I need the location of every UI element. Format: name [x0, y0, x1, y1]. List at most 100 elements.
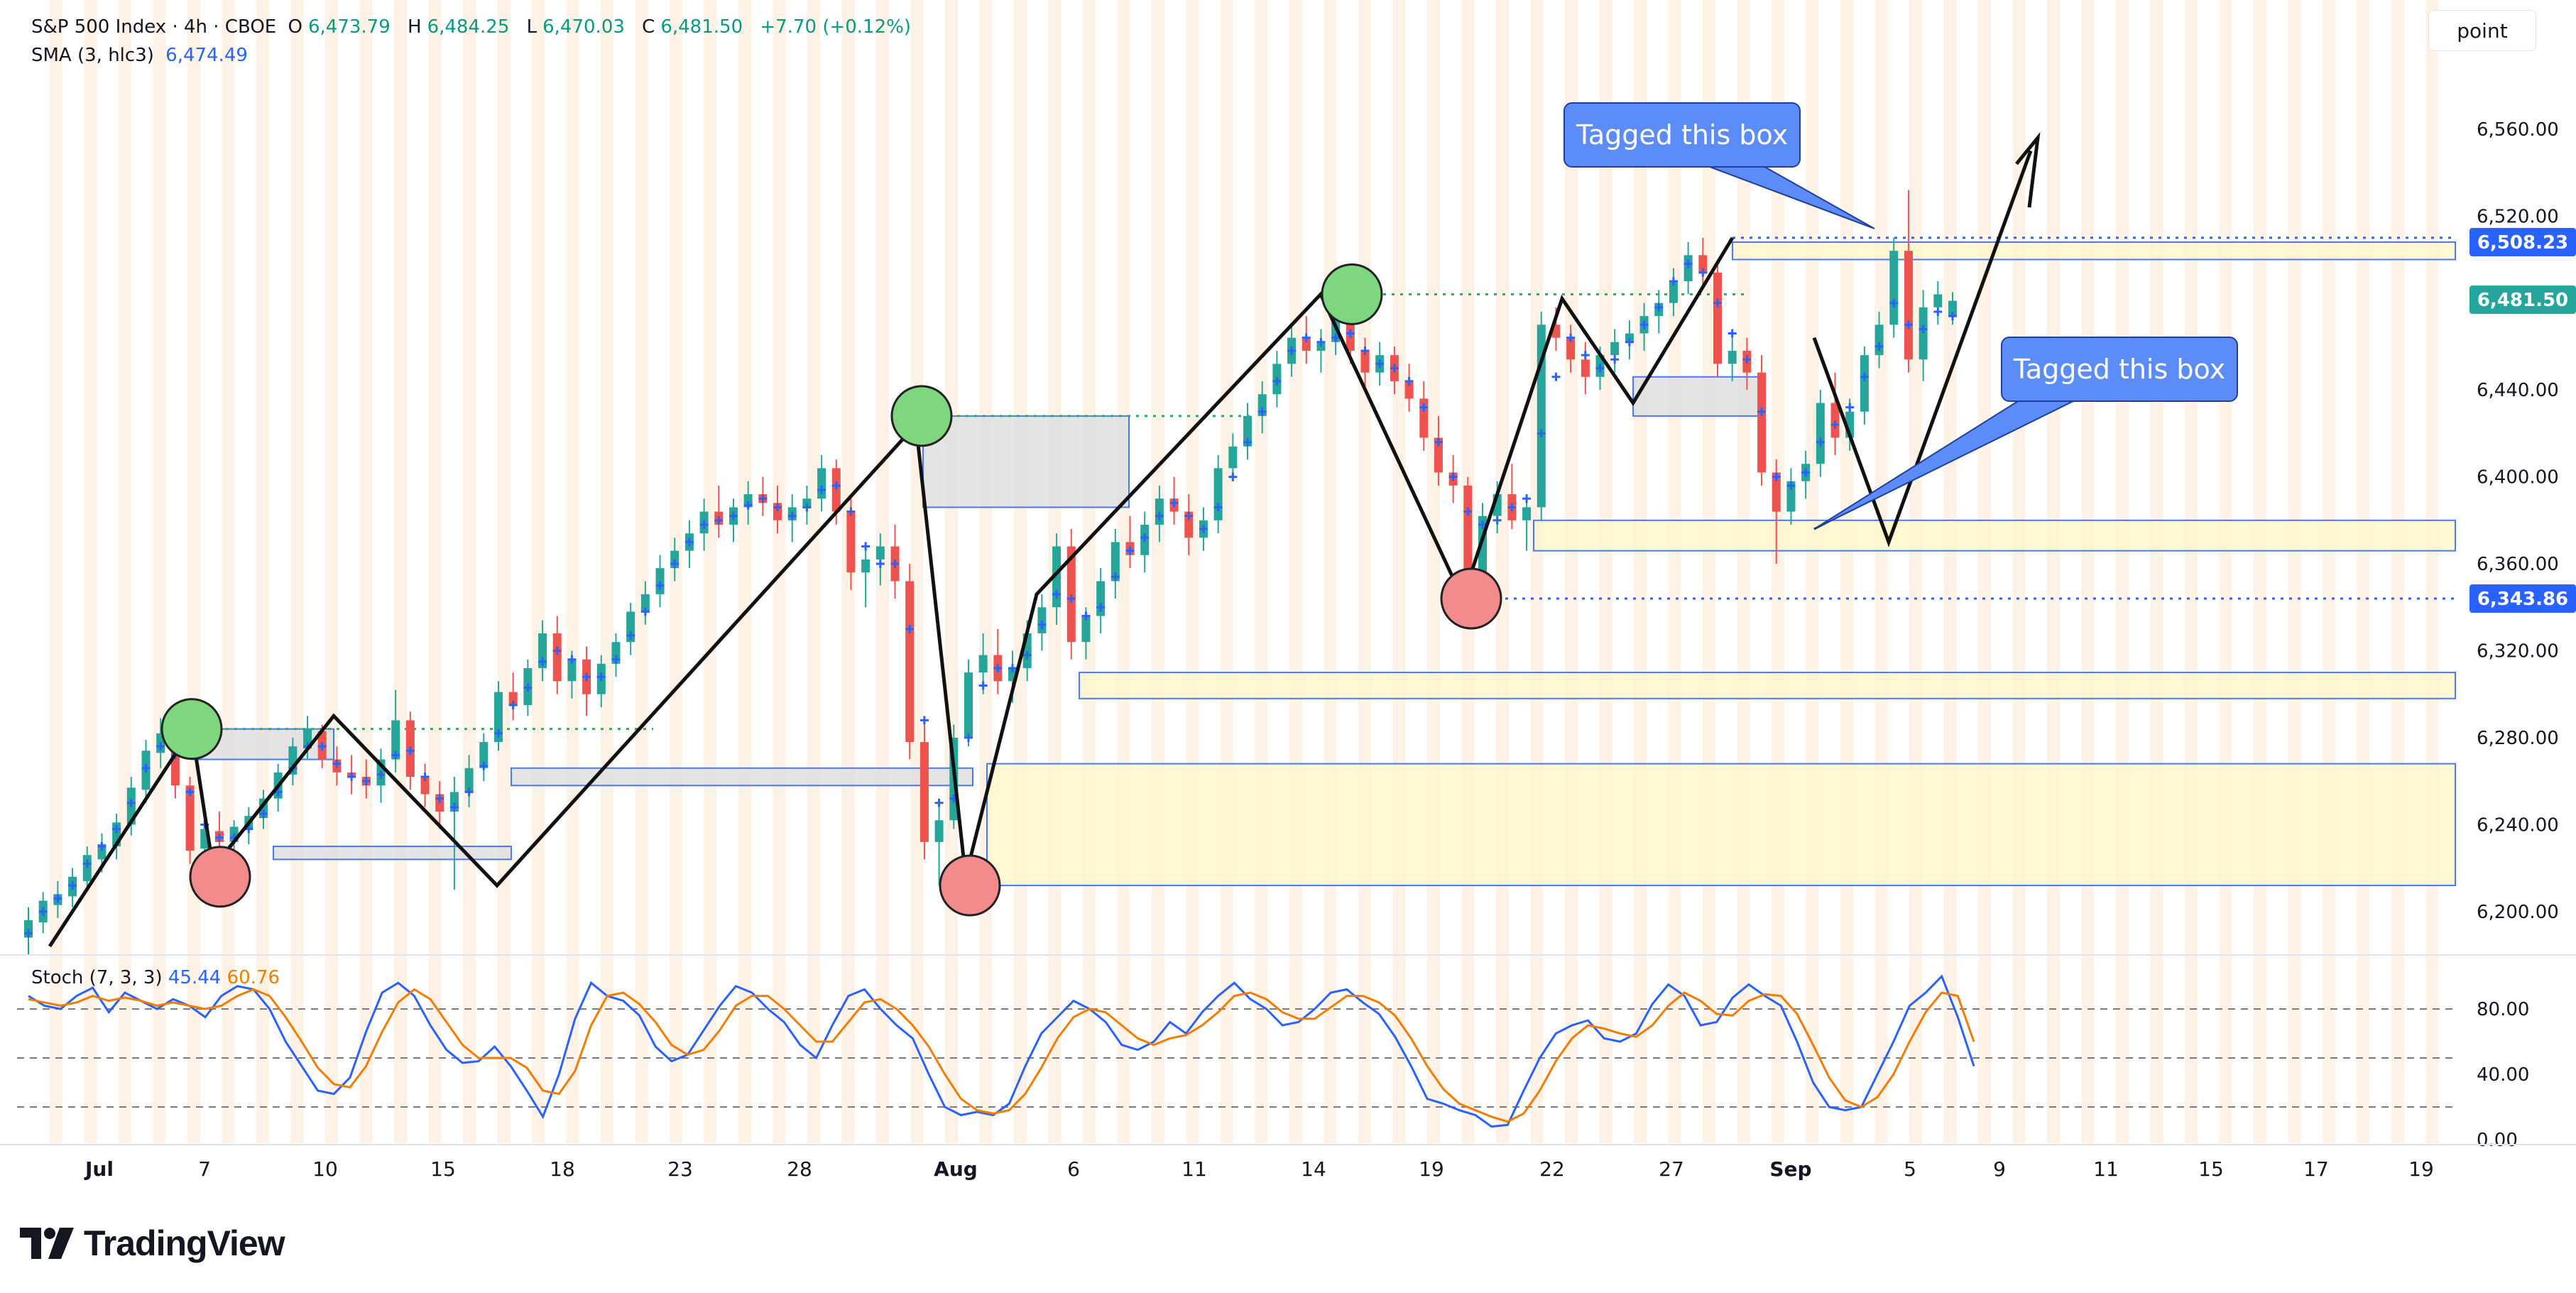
sma-label[interactable]: SMA (3, hlc3) [31, 45, 154, 66]
session-band [2081, 0, 2095, 1143]
time-tick-label: Jul [84, 1157, 114, 1181]
candle-body [831, 468, 841, 512]
session-band [635, 0, 648, 1143]
stoch-label[interactable]: Stoch (7, 3, 3) [31, 967, 163, 988]
price-tick-label: 6,200.00 [2477, 902, 2559, 923]
session-band [1255, 0, 1268, 1143]
ohlc-open: O 6,473.79 [288, 16, 391, 38]
sma-point [347, 773, 356, 781]
sma-line: SMA (3, hlc3) 6,474.49 [31, 41, 917, 70]
candle-body [1522, 507, 1532, 520]
pivot-low-marker [1440, 567, 1502, 630]
stoch-legend: Stoch (7, 3, 3) 45.44 60.76 [31, 967, 280, 988]
sma-point [919, 716, 929, 725]
candle-body [1037, 607, 1047, 633]
candle-body [1052, 546, 1061, 608]
session-band [1186, 0, 1199, 1143]
sma-point [1757, 407, 1767, 416]
sma-point [1492, 515, 1502, 525]
sma-point [1184, 511, 1194, 520]
time-tick-label: 17 [2303, 1157, 2329, 1181]
session-band [1427, 0, 1440, 1143]
session-band [945, 0, 958, 1143]
sma-point [1140, 533, 1150, 542]
candle-body [802, 498, 812, 508]
brand-name: TradingView [84, 1223, 285, 1263]
candle-body [1948, 300, 1957, 317]
scale-mode-button[interactable]: point [2428, 10, 2536, 51]
session-band [1634, 0, 1647, 1143]
sma-point [773, 503, 782, 512]
candle-body [1713, 272, 1723, 364]
symbol-title[interactable]: S&P 500 Index · 4h · CBOE [31, 16, 277, 38]
session-band [497, 0, 511, 1143]
tradingview-logo[interactable]: TradingView [20, 1223, 285, 1264]
pivot-high-marker [160, 698, 223, 760]
sma-point [508, 700, 518, 709]
sma-point [699, 520, 709, 529]
stoch-tick-label: 40.00 [2477, 1064, 2529, 1086]
session-bands [50, 0, 2439, 1143]
candle-body [493, 692, 503, 743]
sma-point [1860, 372, 1869, 381]
price-tick-label: 6,240.00 [2477, 814, 2559, 836]
candle-body [97, 844, 107, 860]
sma-point [1933, 307, 1943, 316]
session-band [2219, 0, 2232, 1143]
zone-box [511, 767, 973, 787]
sma-point [861, 542, 871, 551]
candle-body [552, 633, 562, 682]
zone-box [1632, 376, 1762, 417]
sma-point [567, 655, 577, 664]
candle-body [464, 768, 474, 792]
candle-body [479, 742, 489, 768]
candle-body [420, 777, 430, 795]
sma-point [905, 624, 915, 633]
session-band [394, 0, 407, 1143]
candle-body [817, 468, 826, 499]
session-band [704, 0, 717, 1143]
supply-demand-zones [191, 236, 2456, 887]
candle-body [1228, 446, 1238, 469]
candle-body [1434, 437, 1443, 473]
sma-point [1713, 298, 1723, 307]
sma-point [449, 802, 459, 812]
time-tick-label: 15 [430, 1157, 456, 1181]
candle-body [1625, 333, 1634, 342]
candle-body [743, 494, 753, 508]
session-band [2357, 0, 2370, 1143]
time-tick-label: 19 [2408, 1157, 2434, 1181]
sma-point [317, 742, 327, 751]
session-band [1909, 0, 1922, 1143]
sma-point [1316, 337, 1326, 347]
ohlc-close: C 6,481.50 [642, 16, 743, 38]
time-tick-label: 10 [312, 1157, 338, 1181]
callout-top[interactable]: Tagged this box [1563, 102, 1801, 168]
session-band [1530, 0, 1544, 1143]
pivot-low-marker [939, 854, 1001, 917]
sma-point [1698, 268, 1708, 277]
sma-point [1581, 351, 1590, 360]
session-band [153, 0, 166, 1143]
sma-point [758, 494, 768, 503]
sma-point [1257, 407, 1267, 416]
sma-point [1272, 376, 1282, 386]
sma-point [846, 507, 856, 516]
projection-line [1812, 150, 2033, 547]
session-band [2185, 0, 2198, 1143]
session-band [1221, 0, 1233, 1143]
session-band [670, 0, 682, 1143]
session-band [1014, 0, 1027, 1143]
price-tick-label: 6,360.00 [2477, 554, 2559, 575]
candle-body [1316, 342, 1326, 351]
projection-arrowhead [2015, 131, 2041, 208]
sma-point [493, 729, 503, 738]
callout-bottom[interactable]: Tagged this box [2001, 337, 2238, 402]
candle-body [1155, 498, 1164, 525]
price-tick-label: 6,520.00 [2477, 206, 2559, 227]
session-band [738, 0, 751, 1143]
sma-point [1801, 468, 1811, 477]
sma-point [1522, 494, 1532, 503]
candle-body [1919, 307, 1928, 360]
